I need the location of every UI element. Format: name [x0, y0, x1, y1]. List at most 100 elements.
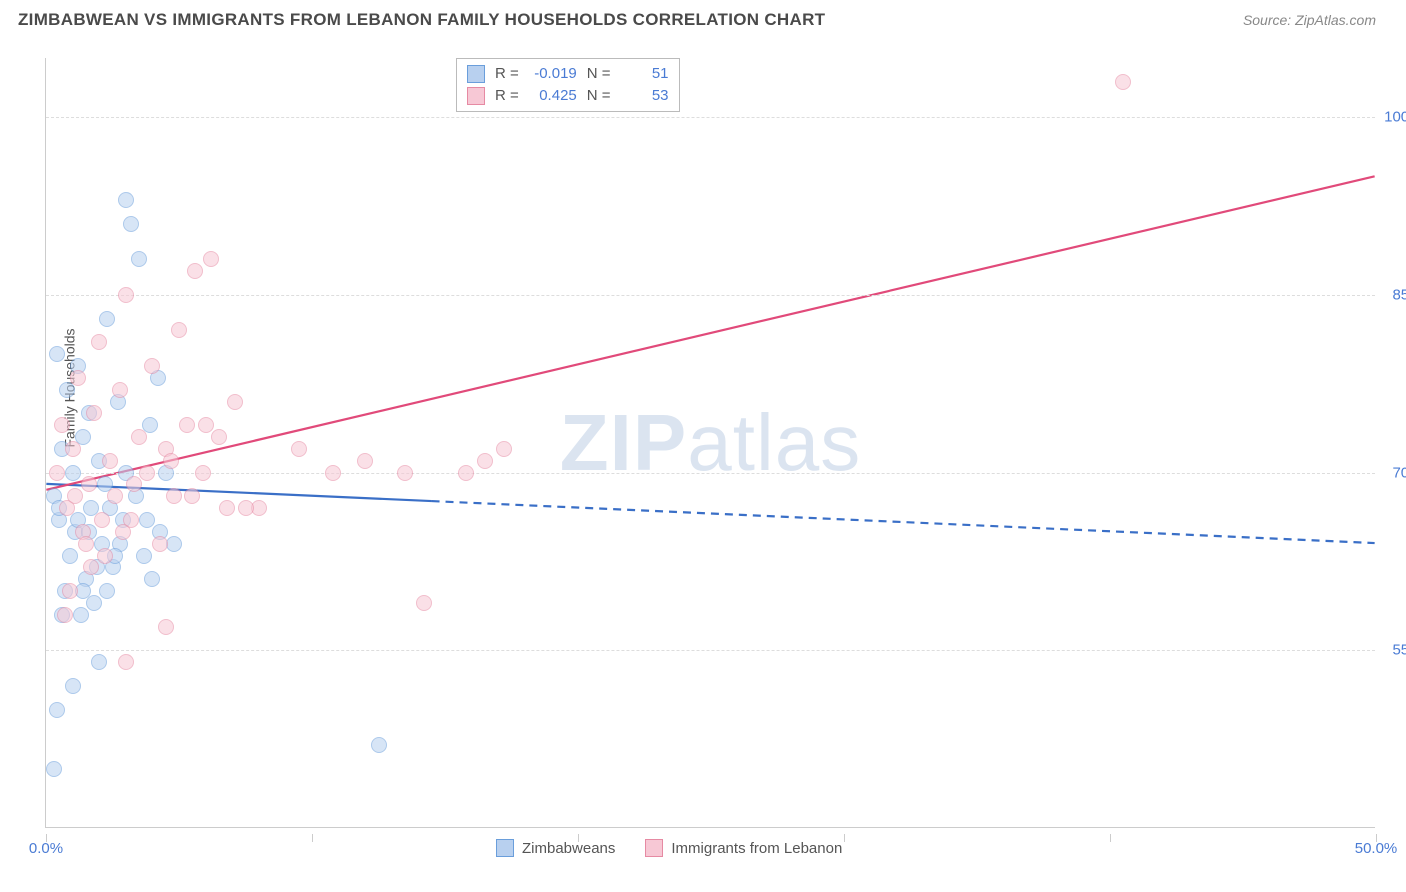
scatter-point	[97, 548, 113, 564]
gridline	[46, 473, 1375, 474]
y-tick-label: 55.0%	[1392, 642, 1406, 659]
scatter-point	[65, 441, 81, 457]
scatter-point	[166, 488, 182, 504]
x-tick	[578, 834, 579, 842]
y-tick-label: 70.0%	[1392, 464, 1406, 481]
scatter-point	[1115, 74, 1131, 90]
chart-title: ZIMBABWEAN VS IMMIGRANTS FROM LEBANON FA…	[18, 10, 825, 30]
scatter-point	[118, 654, 134, 670]
scatter-point	[70, 370, 86, 386]
scatter-point	[107, 488, 123, 504]
scatter-point	[99, 311, 115, 327]
scatter-point	[227, 394, 243, 410]
scatter-point	[91, 334, 107, 350]
chart-plot-area: ZIPatlas R = -0.019 N = 51 R = 0.425 N =…	[45, 58, 1375, 828]
scatter-point	[118, 192, 134, 208]
x-tick	[1110, 834, 1111, 842]
scatter-point	[163, 453, 179, 469]
gridline	[46, 295, 1375, 296]
scatter-point	[397, 465, 413, 481]
y-tick-label: 100.0%	[1384, 109, 1406, 126]
scatter-point	[184, 488, 200, 504]
scatter-point	[325, 465, 341, 481]
scatter-point	[46, 761, 62, 777]
scatter-point	[496, 441, 512, 457]
legend-label-1: Zimbabweans	[522, 840, 615, 857]
scatter-point	[131, 429, 147, 445]
scatter-point	[131, 251, 147, 267]
scatter-point	[416, 595, 432, 611]
scatter-point	[112, 382, 128, 398]
scatter-point	[81, 476, 97, 492]
scatter-point	[477, 453, 493, 469]
scatter-point	[91, 654, 107, 670]
scatter-point	[94, 512, 110, 528]
n-value-1: 51	[621, 63, 669, 85]
series-legend: Zimbabweans Immigrants from Lebanon	[496, 839, 842, 857]
scatter-point	[65, 465, 81, 481]
scatter-point	[73, 607, 89, 623]
scatter-point	[49, 702, 65, 718]
scatter-point	[219, 500, 235, 516]
r-value-1: -0.019	[529, 63, 577, 85]
scatter-point	[123, 216, 139, 232]
scatter-point	[198, 417, 214, 433]
legend-item-2: Immigrants from Lebanon	[645, 839, 842, 857]
gridline	[46, 650, 1375, 651]
scatter-point	[238, 500, 254, 516]
r-label-1: R =	[495, 63, 519, 85]
scatter-point	[126, 476, 142, 492]
n-label-1: N =	[587, 63, 611, 85]
swatch-series-1	[467, 65, 485, 83]
stats-row-2: R = 0.425 N = 53	[467, 85, 669, 107]
scatter-point	[291, 441, 307, 457]
scatter-point	[62, 548, 78, 564]
x-tick-label: 0.0%	[29, 840, 63, 857]
x-tick	[312, 834, 313, 842]
source-label: Source: ZipAtlas.com	[1243, 12, 1376, 28]
scatter-point	[158, 619, 174, 635]
scatter-point	[171, 322, 187, 338]
trend-lines-svg	[46, 58, 1375, 827]
scatter-point	[49, 465, 65, 481]
scatter-point	[144, 571, 160, 587]
scatter-point	[65, 678, 81, 694]
scatter-point	[371, 737, 387, 753]
legend-label-2: Immigrants from Lebanon	[671, 840, 842, 857]
scatter-point	[357, 453, 373, 469]
scatter-point	[115, 524, 131, 540]
r-value-2: 0.425	[529, 85, 577, 107]
y-tick-label: 85.0%	[1392, 286, 1406, 303]
scatter-point	[78, 536, 94, 552]
legend-swatch-2	[645, 839, 663, 857]
scatter-point	[152, 536, 168, 552]
x-tick-label: 50.0%	[1355, 840, 1398, 857]
x-tick	[844, 834, 845, 842]
scatter-point	[139, 512, 155, 528]
scatter-point	[54, 417, 70, 433]
scatter-point	[57, 607, 73, 623]
watermark: ZIPatlas	[560, 397, 861, 489]
scatter-point	[102, 453, 118, 469]
r-label-2: R =	[495, 85, 519, 107]
scatter-point	[86, 405, 102, 421]
legend-item-1: Zimbabweans	[496, 839, 615, 857]
scatter-point	[139, 465, 155, 481]
legend-swatch-1	[496, 839, 514, 857]
stats-row-1: R = -0.019 N = 51	[467, 63, 669, 85]
scatter-point	[99, 583, 115, 599]
scatter-point	[49, 346, 65, 362]
scatter-point	[83, 559, 99, 575]
scatter-point	[62, 583, 78, 599]
scatter-point	[118, 287, 134, 303]
scatter-point	[86, 595, 102, 611]
scatter-point	[203, 251, 219, 267]
n-label-2: N =	[587, 85, 611, 107]
scatter-point	[195, 465, 211, 481]
scatter-point	[211, 429, 227, 445]
scatter-point	[187, 263, 203, 279]
scatter-point	[179, 417, 195, 433]
n-value-2: 53	[621, 85, 669, 107]
scatter-point	[144, 358, 160, 374]
gridline	[46, 117, 1375, 118]
